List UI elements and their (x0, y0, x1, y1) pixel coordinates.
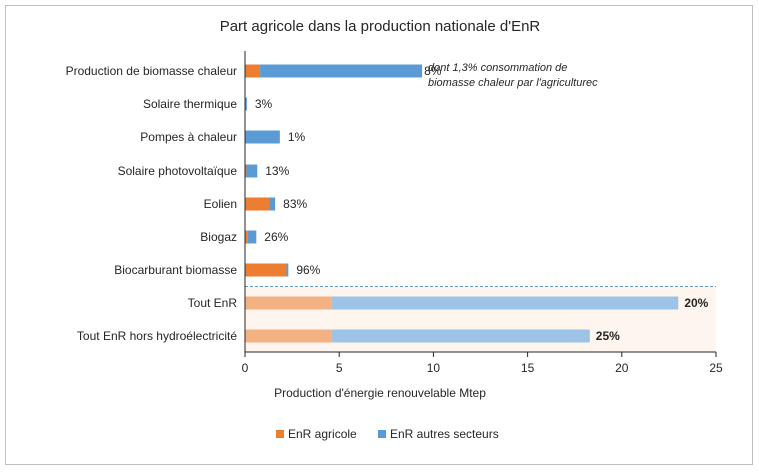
annotation-line-2: biomasse chaleur par l'agriculturec (428, 77, 598, 89)
legend-enr-agricole-swatch (276, 430, 284, 438)
chart-title: Part agricole dans la production nationa… (220, 18, 541, 35)
x-tick-label: 15 (521, 361, 535, 375)
bar-enr-autres-secteurs (246, 164, 258, 178)
x-axis: 0 5 10 15 20 25 (242, 51, 723, 375)
bar-enr-agricole (245, 296, 332, 310)
x-tick-label: 20 (615, 361, 629, 375)
bar-enr-autres-secteurs (331, 296, 679, 310)
category-label: Pompes à chaleur (140, 130, 237, 144)
category-label: Biocarburant biomasse (114, 263, 237, 277)
highlight-band (245, 286, 716, 353)
data-label: 83% (283, 197, 307, 211)
bar-chart: Part agricole dans la production nationa… (66, 18, 723, 441)
legend: EnR agricole EnR autres secteurs (276, 427, 499, 441)
bar-enr-autres-secteurs (269, 197, 276, 211)
x-tick-label: 10 (427, 361, 441, 375)
x-tick-label: 0 (242, 361, 249, 375)
legend-enr-autres-secteurs-swatch (378, 430, 386, 438)
data-label: 1% (288, 130, 306, 144)
category-labels-layer: Production de biomasse chaleur Solaire th… (66, 64, 238, 343)
chart-frame: Part agricole dans la production nationa… (5, 5, 753, 465)
bar-enr-agricole (245, 64, 261, 78)
highlight-band-layer (245, 286, 716, 353)
category-label: Tout EnR hors hydroélectricité (77, 329, 237, 343)
data-label: 25% (596, 329, 620, 343)
annotation-line-1: dont 1,3% consommation de (428, 62, 567, 74)
annotation-layer: dont 1,3% consommation de biomasse chale… (428, 62, 598, 89)
bar-enr-autres-secteurs (331, 329, 590, 343)
bar-enr-autres-secteurs (260, 64, 423, 78)
bar-enr-agricole (245, 197, 270, 211)
bar-enr-autres-secteurs (247, 230, 257, 244)
data-label: 8% (424, 64, 442, 78)
category-label: Production de biomasse chaleur (66, 64, 237, 78)
data-label: 26% (264, 230, 288, 244)
bar-enr-agricole (245, 164, 247, 178)
legend-enr-autres-secteurs-label: EnR autres secteurs (390, 427, 499, 441)
category-label: Solaire thermique (143, 97, 237, 111)
x-axis-title: Production d'énergie renouvelable Mtep (274, 386, 486, 400)
category-label: Tout EnR (188, 296, 238, 310)
bar-enr-agricole (245, 230, 248, 244)
bars-layer: 8% 3% 1% 13% 83% 26% 96% 20% 25% (245, 64, 709, 343)
category-label: Solaire photovoltaïque (118, 164, 238, 178)
bar-enr-autres-secteurs (245, 97, 247, 111)
legend-enr-agricole-label: EnR agricole (288, 427, 357, 441)
bar-enr-autres-secteurs (286, 263, 289, 277)
data-label: 96% (296, 263, 320, 277)
x-tick-label: 5 (336, 361, 343, 375)
category-label: Biogaz (200, 230, 237, 244)
bar-enr-autres-secteurs (245, 130, 280, 144)
category-label: Eolien (204, 197, 237, 211)
bar-enr-agricole (245, 263, 287, 277)
bar-enr-agricole (245, 329, 332, 343)
data-label: 20% (684, 296, 708, 310)
data-label: 3% (255, 97, 273, 111)
data-label: 13% (265, 164, 289, 178)
x-tick-label: 25 (709, 361, 723, 375)
